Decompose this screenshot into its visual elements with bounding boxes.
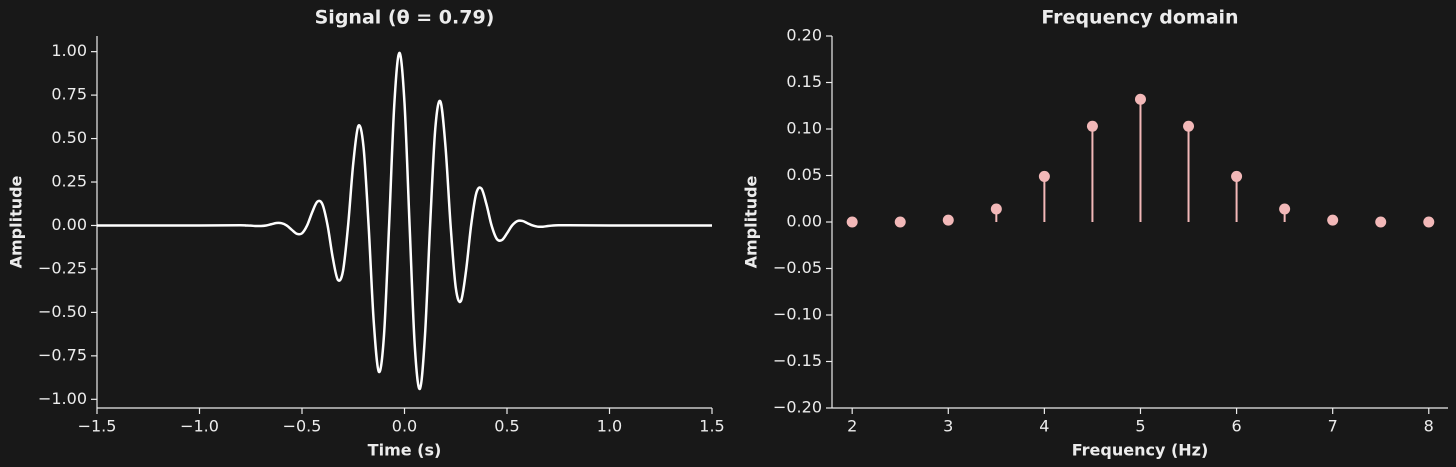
- stem-marker: [1231, 170, 1243, 182]
- stem-marker: [894, 216, 906, 228]
- chart-title: Frequency domain: [1041, 7, 1238, 29]
- stem-marker: [1279, 203, 1291, 215]
- y-tick-label: 1.00: [51, 41, 87, 60]
- y-tick-label: 0.15: [786, 72, 822, 91]
- y-tick-label: 0.75: [51, 85, 87, 104]
- y-tick-label: 0.10: [786, 119, 822, 138]
- x-tick-label: 1.0: [597, 417, 622, 436]
- y-tick-label: 0.20: [786, 26, 822, 45]
- y-tick-label: 0.50: [51, 128, 87, 147]
- y-tick-label: 0.05: [786, 165, 822, 184]
- y-tick-label: −1.00: [38, 389, 87, 408]
- y-tick-label: −0.10: [773, 305, 822, 324]
- x-tick-label: 3: [943, 417, 953, 436]
- stem-marker: [1423, 216, 1435, 228]
- stem-marker: [942, 214, 954, 226]
- y-tick-label: 0.00: [786, 212, 822, 231]
- x-tick-label: 2: [847, 417, 857, 436]
- y-tick-label: −0.20: [773, 398, 822, 417]
- y-tick-label: −0.15: [773, 351, 822, 370]
- y-tick-label: −0.25: [38, 258, 87, 277]
- x-tick-label: 6: [1231, 417, 1241, 436]
- chart-title: Signal (θ = 0.79): [315, 7, 495, 29]
- stem-marker: [1086, 120, 1098, 132]
- signal-line: [96, 51, 713, 391]
- stem-marker: [1183, 120, 1195, 132]
- chart-panel: Signal (θ = 0.79) Time (s) Amplitude −1.5 −1…: [7, 7, 725, 460]
- x-tick-label: −0.5: [283, 417, 322, 436]
- x-tick-label: 5: [1135, 417, 1145, 436]
- y-tick-label: 0.00: [51, 215, 87, 234]
- x-axis-label: Time (s): [368, 441, 442, 460]
- stem-marker: [1327, 214, 1339, 226]
- y-axis-label: Amplitude: [742, 175, 761, 268]
- x-tick-label: 0.5: [494, 417, 519, 436]
- x-tick-label: 1.5: [699, 417, 724, 436]
- y-tick-label: −0.50: [38, 302, 87, 321]
- stem-marker: [846, 216, 858, 228]
- y-tick-label: −0.05: [773, 258, 822, 277]
- y-tick-label: −0.75: [38, 345, 87, 364]
- stem-marker: [1375, 216, 1387, 228]
- x-tick-label: 8: [1424, 417, 1434, 436]
- x-tick-label: 4: [1039, 417, 1049, 436]
- x-tick-label: 7: [1328, 417, 1338, 436]
- y-axis-label: Amplitude: [7, 175, 26, 268]
- y-tick-label: 0.25: [51, 172, 87, 191]
- stem-marker: [1038, 170, 1050, 182]
- x-tick-label: −1.0: [180, 417, 219, 436]
- x-axis-label: Frequency (Hz): [1072, 441, 1209, 460]
- chart-panel: Frequency domain Frequency (Hz) Amplitude 2…: [742, 7, 1448, 460]
- x-tick-label: −1.5: [78, 417, 117, 436]
- stem-marker: [1134, 93, 1146, 105]
- x-tick-label: 0.0: [392, 417, 417, 436]
- stem-marker: [990, 203, 1002, 215]
